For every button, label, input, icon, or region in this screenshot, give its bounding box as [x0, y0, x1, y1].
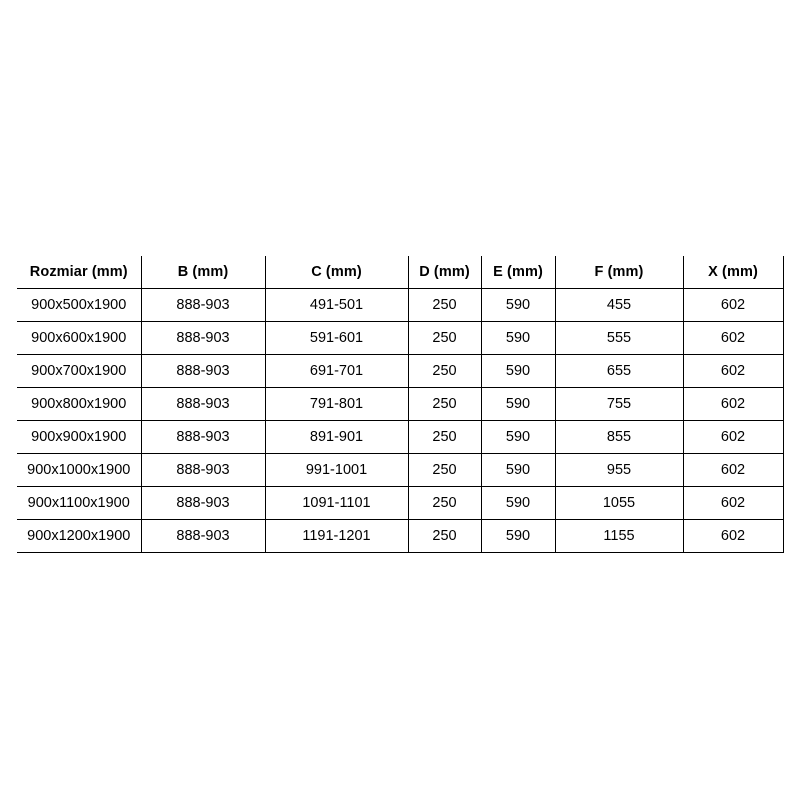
table-row: 900x1100x1900 888-903 1091-1101 250 590 1055 6… — [17, 486, 784, 520]
cell-b: 888-903 — [141, 519, 266, 553]
cell-e: 590 — [481, 519, 556, 553]
cell-b: 888-903 — [141, 420, 266, 454]
cell-d: 250 — [408, 288, 482, 322]
cell-size: 900x1100x1900 — [17, 486, 142, 520]
cell-b: 888-903 — [141, 288, 266, 322]
dimensions-table: Rozmiar (mm) B (mm) C (mm) D (mm) E (mm) F (m… — [17, 256, 784, 553]
table-header-row: Rozmiar (mm) B (mm) C (mm) D (mm) E (mm) F (m… — [17, 256, 784, 289]
cell-f: 855 — [555, 420, 684, 454]
cell-c: 1091-1101 — [265, 486, 409, 520]
cell-f: 555 — [555, 321, 684, 355]
cell-size: 900x900x1900 — [17, 420, 142, 454]
cell-f: 1055 — [555, 486, 684, 520]
cell-b: 888-903 — [141, 387, 266, 421]
cell-x: 602 — [683, 288, 784, 322]
cell-c: 491-501 — [265, 288, 409, 322]
cell-c: 691-701 — [265, 354, 409, 388]
cell-d: 250 — [408, 486, 482, 520]
cell-b: 888-903 — [141, 486, 266, 520]
cell-size: 900x600x1900 — [17, 321, 142, 355]
table-row: 900x1200x1900 888-903 1191-1201 250 590 1155 6… — [17, 519, 784, 553]
cell-f: 955 — [555, 453, 684, 487]
cell-x: 602 — [683, 420, 784, 454]
cell-f: 1155 — [555, 519, 684, 553]
column-header-c: C (mm) — [265, 256, 409, 289]
column-header-e: E (mm) — [481, 256, 556, 289]
cell-c: 891-901 — [265, 420, 409, 454]
cell-b: 888-903 — [141, 354, 266, 388]
table-row: 900x900x1900 888-903 891-901 250 590 855 602 — [17, 420, 784, 454]
cell-x: 602 — [683, 387, 784, 421]
table-row: 900x800x1900 888-903 791-801 250 590 755 602 — [17, 387, 784, 421]
column-header-x: X (mm) — [683, 256, 784, 289]
cell-x: 602 — [683, 321, 784, 355]
cell-d: 250 — [408, 519, 482, 553]
table-row: 900x600x1900 888-903 591-601 250 590 555 602 — [17, 321, 784, 355]
cell-d: 250 — [408, 453, 482, 487]
cell-b: 888-903 — [141, 453, 266, 487]
cell-size: 900x500x1900 — [17, 288, 142, 322]
column-header-b: B (mm) — [141, 256, 266, 289]
column-header-size: Rozmiar (mm) — [17, 256, 142, 289]
cell-e: 590 — [481, 486, 556, 520]
cell-x: 602 — [683, 486, 784, 520]
table-row: 900x500x1900 888-903 491-501 250 590 455 602 — [17, 288, 784, 322]
cell-f: 455 — [555, 288, 684, 322]
table-body: 900x500x1900 888-903 491-501 250 590 455 602 90… — [17, 288, 784, 553]
cell-x: 602 — [683, 354, 784, 388]
cell-e: 590 — [481, 420, 556, 454]
cell-e: 590 — [481, 387, 556, 421]
cell-c: 991-1001 — [265, 453, 409, 487]
dimensions-table-container: Rozmiar (mm) B (mm) C (mm) D (mm) E (mm) F (m… — [17, 256, 784, 553]
cell-e: 590 — [481, 453, 556, 487]
cell-size: 900x1200x1900 — [17, 519, 142, 553]
cell-d: 250 — [408, 354, 482, 388]
cell-d: 250 — [408, 420, 482, 454]
cell-f: 755 — [555, 387, 684, 421]
table-row: 900x1000x1900 888-903 991-1001 250 590 955 602 — [17, 453, 784, 487]
cell-e: 590 — [481, 354, 556, 388]
cell-f: 655 — [555, 354, 684, 388]
cell-size: 900x700x1900 — [17, 354, 142, 388]
table-header: Rozmiar (mm) B (mm) C (mm) D (mm) E (mm) F (m… — [17, 256, 784, 289]
cell-c: 1191-1201 — [265, 519, 409, 553]
cell-b: 888-903 — [141, 321, 266, 355]
cell-x: 602 — [683, 453, 784, 487]
cell-size: 900x800x1900 — [17, 387, 142, 421]
table-row: 900x700x1900 888-903 691-701 250 590 655 602 — [17, 354, 784, 388]
cell-c: 791-801 — [265, 387, 409, 421]
cell-size: 900x1000x1900 — [17, 453, 142, 487]
cell-x: 602 — [683, 519, 784, 553]
cell-e: 590 — [481, 288, 556, 322]
cell-c: 591-601 — [265, 321, 409, 355]
cell-d: 250 — [408, 387, 482, 421]
column-header-d: D (mm) — [408, 256, 482, 289]
cell-e: 590 — [481, 321, 556, 355]
column-header-f: F (mm) — [555, 256, 684, 289]
cell-d: 250 — [408, 321, 482, 355]
